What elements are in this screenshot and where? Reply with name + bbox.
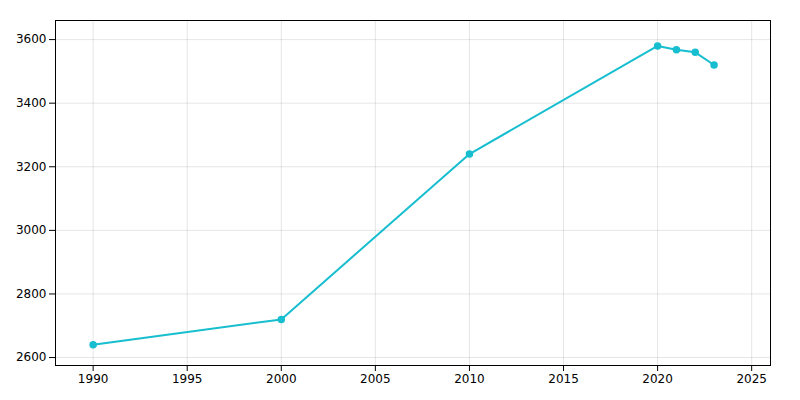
svg-text:1990: 1990 [78, 372, 109, 386]
svg-text:2600: 2600 [16, 350, 47, 364]
svg-text:2010: 2010 [454, 372, 485, 386]
svg-text:2015: 2015 [548, 372, 579, 386]
svg-text:2020: 2020 [642, 372, 673, 386]
svg-text:3000: 3000 [16, 223, 47, 237]
svg-text:2800: 2800 [16, 287, 47, 301]
svg-text:1995: 1995 [172, 372, 203, 386]
svg-text:3400: 3400 [16, 96, 47, 110]
svg-text:2025: 2025 [736, 372, 767, 386]
svg-text:2005: 2005 [360, 372, 391, 386]
svg-text:2000: 2000 [266, 372, 297, 386]
svg-text:3600: 3600 [16, 32, 47, 46]
svg-text:3200: 3200 [16, 160, 47, 174]
